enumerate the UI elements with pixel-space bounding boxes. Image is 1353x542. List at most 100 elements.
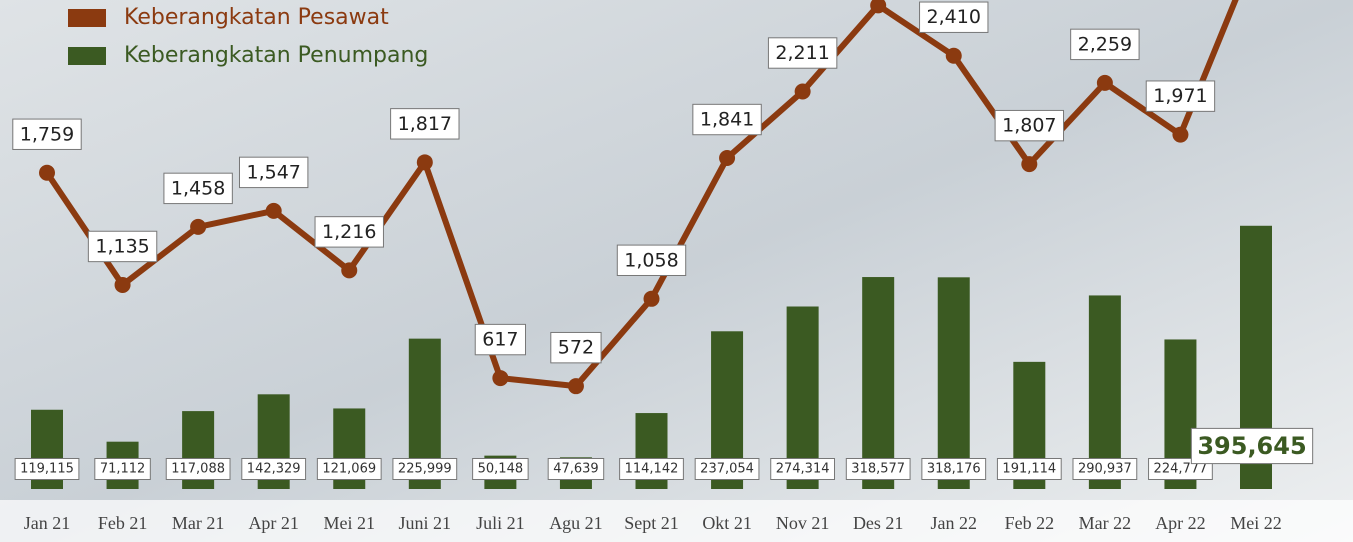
bar-value-label: 274,314 [776, 462, 830, 477]
line-point [492, 370, 509, 387]
bar-value-label: 50,148 [478, 462, 524, 477]
x-tick-label: Mar 21 [172, 513, 225, 533]
line-value-label-box [238, 156, 309, 189]
bar-value-label-box [694, 458, 760, 480]
line-value-label-box [314, 216, 384, 248]
line-point [567, 378, 584, 395]
line-value-label: 1,817 [398, 113, 452, 135]
bar-value-label: 318,577 [851, 462, 905, 477]
line-value-label: 1,807 [1002, 115, 1056, 137]
line-point [190, 218, 207, 235]
line-value-label-box [692, 103, 762, 136]
line-point [416, 154, 433, 171]
bar-value-label-box [619, 458, 684, 480]
line-value-label: 1,971 [1153, 85, 1207, 107]
x-tick-label: Juli 21 [476, 513, 525, 533]
line-point [1172, 126, 1189, 143]
bar-value-label: 47,639 [553, 462, 599, 477]
bar-value-label-box [845, 458, 911, 480]
line-value-label-box [767, 37, 838, 69]
x-tick-label: Okt 21 [702, 513, 752, 533]
line-value-label-box [390, 108, 460, 140]
line-value-label: 2,259 [1078, 33, 1132, 55]
bar-value-label-box [1190, 427, 1314, 465]
bar-value-label: 224,777 [1154, 462, 1208, 477]
x-tick-label: Feb 22 [1005, 513, 1055, 533]
x-tick-label: Jan 22 [931, 513, 978, 533]
legend-label: Keberangkatan Pesawat [124, 5, 389, 30]
legend-swatch [68, 9, 106, 27]
x-tick-label: Apr 22 [1155, 513, 1206, 533]
line-value-label-box [616, 244, 687, 276]
bar-value-label-box [1072, 458, 1138, 480]
legend-swatch [68, 47, 106, 65]
bar-value-label: 71,112 [100, 462, 146, 477]
line-value-label: 1,458 [171, 177, 225, 199]
x-tick-label: Mei 22 [1230, 513, 1282, 533]
line-value-label: 617 [482, 329, 518, 351]
bar-value-label: 237,054 [700, 462, 754, 477]
x-tick-label: Feb 21 [98, 513, 148, 533]
line-value-label-box [474, 323, 527, 356]
line-point [265, 202, 282, 219]
x-tick-label: Mar 22 [1079, 513, 1132, 533]
line-point [1096, 74, 1113, 91]
x-tick-label: Nov 21 [776, 513, 830, 533]
line-value-label: 1,759 [20, 123, 74, 145]
bar-value-label: 114,142 [625, 462, 679, 477]
bar-value-label-box [241, 458, 307, 480]
bar-value-label: 290,937 [1078, 462, 1132, 477]
bar-value-label: 142,329 [247, 462, 301, 477]
line-point [39, 164, 55, 181]
bar-value-label: 117,088 [171, 462, 225, 477]
line-point [870, 0, 887, 14]
line-value-label-box [1070, 28, 1140, 61]
axis-band [0, 500, 1353, 542]
line-point [114, 276, 131, 293]
bar-value-label: 119,115 [20, 462, 74, 477]
line-value-label-box [1145, 80, 1216, 112]
bar-value-label: 121,069 [322, 462, 376, 477]
line-value-label-box [12, 118, 82, 150]
bar [937, 277, 970, 489]
bar [862, 277, 895, 489]
bar-value-label-box [165, 458, 231, 480]
x-tick-label: Jan 21 [24, 513, 71, 533]
line-point [945, 47, 962, 64]
line-value-label: 572 [558, 337, 594, 359]
bar-value-label-box [921, 458, 987, 480]
bar [1088, 295, 1121, 489]
line-value-label: 2,211 [775, 42, 829, 64]
line-point [719, 150, 736, 167]
bar-value-label-box [547, 458, 605, 480]
x-tick-label: Des 21 [853, 513, 904, 533]
bar-value-label: 225,999 [398, 462, 452, 477]
bar-value-label: 318,176 [927, 462, 981, 477]
line-value-label: 1,135 [95, 235, 149, 257]
bar-value-label-box [94, 458, 151, 480]
line-value-label: 1,216 [322, 221, 376, 243]
line-point [643, 290, 660, 307]
bar-value-label-box [472, 458, 529, 480]
line-value-label-box [550, 331, 602, 364]
bar-value-label-box [770, 458, 836, 480]
line-point [794, 83, 811, 100]
line-value-label-box [163, 172, 233, 205]
line-value-label-box [919, 1, 989, 33]
line-value-label-box [87, 230, 158, 263]
bar-value-label-box [316, 458, 382, 480]
line-value-label-box [994, 109, 1065, 142]
line-value-label: 1,547 [246, 161, 300, 183]
line-point [341, 262, 358, 279]
x-tick-label: Juni 21 [399, 513, 452, 533]
x-tick-label: Agu 21 [549, 513, 603, 533]
line-value-label: 1,841 [700, 109, 754, 131]
bar-value-label: 191,114 [1002, 462, 1056, 477]
legend-label: Keberangkatan Penumpang [124, 43, 428, 68]
x-tick-label: Mei 21 [324, 513, 376, 533]
bar-value-label-box [996, 458, 1062, 480]
bar-value-label-box [392, 458, 458, 480]
bar-value-label-box [14, 458, 80, 480]
